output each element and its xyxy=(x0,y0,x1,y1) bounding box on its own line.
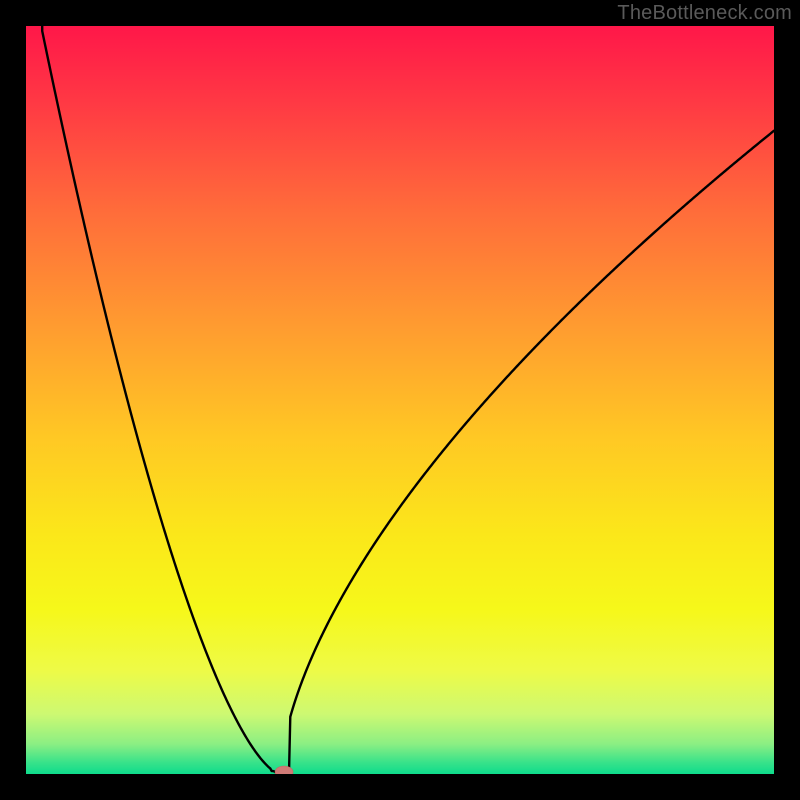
plot-background xyxy=(26,26,774,774)
chart-canvas xyxy=(0,0,800,800)
watermark-text: TheBottleneck.com xyxy=(617,2,792,25)
bottleneck-chart: TheBottleneck.com xyxy=(0,0,800,800)
